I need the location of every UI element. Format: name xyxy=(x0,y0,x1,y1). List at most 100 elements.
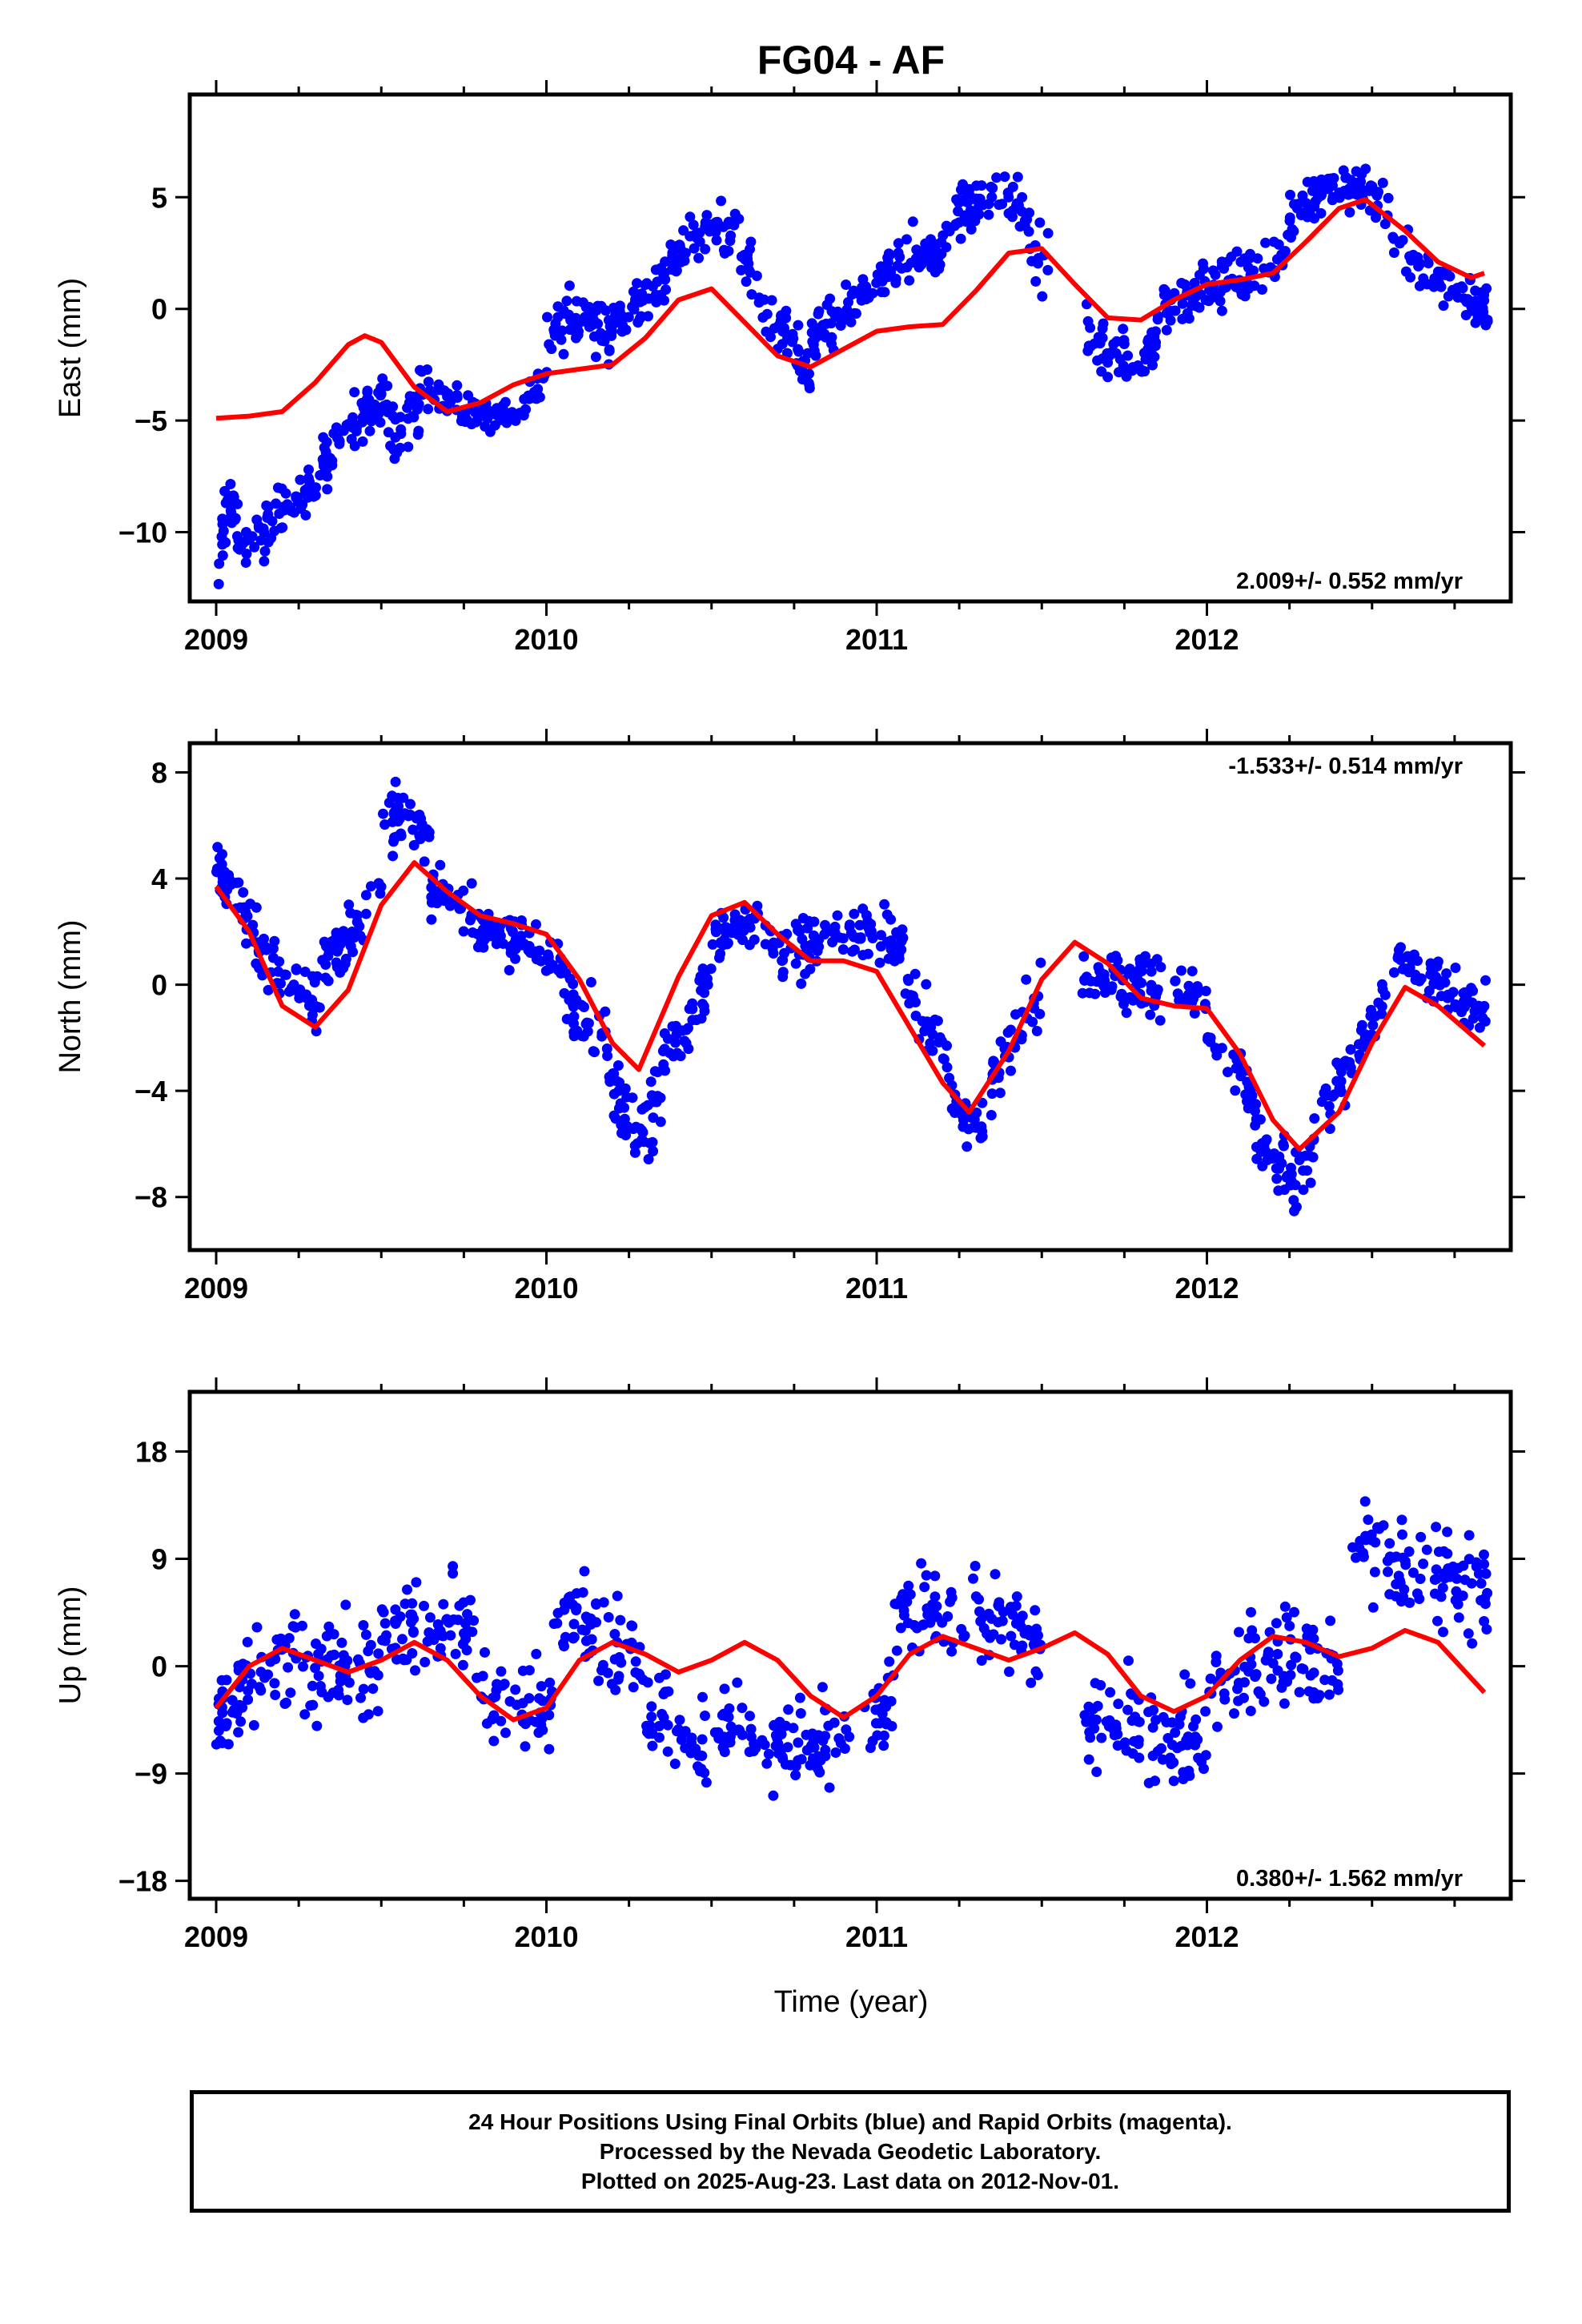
data-point xyxy=(1246,1659,1257,1670)
data-point xyxy=(1031,1026,1042,1036)
data-point xyxy=(688,219,699,231)
data-point xyxy=(797,913,809,923)
data-point xyxy=(1400,1559,1411,1570)
data-point xyxy=(642,1677,653,1688)
data-point xyxy=(1285,1670,1296,1681)
data-point xyxy=(1351,189,1363,200)
data-point xyxy=(1215,296,1226,307)
data-point xyxy=(1329,1089,1340,1100)
data-point xyxy=(983,209,994,220)
data-point xyxy=(596,1031,608,1042)
data-point xyxy=(213,1725,224,1736)
data-point xyxy=(875,261,886,272)
data-point xyxy=(777,1751,788,1763)
data-point xyxy=(482,413,493,424)
data-point xyxy=(338,963,349,974)
data-point xyxy=(1327,180,1338,191)
data-point xyxy=(1388,967,1399,978)
data-point xyxy=(385,440,396,452)
data-point xyxy=(241,535,252,546)
data-point xyxy=(1404,962,1415,973)
data-point xyxy=(269,525,280,537)
data-point xyxy=(387,410,398,421)
data-point xyxy=(683,1043,694,1055)
data-point xyxy=(987,183,998,194)
data-point xyxy=(362,387,373,398)
data-point xyxy=(217,550,228,561)
data-point xyxy=(568,1633,579,1644)
data-point xyxy=(311,971,323,982)
data-point xyxy=(1229,1708,1239,1719)
data-point xyxy=(365,881,376,892)
data-point xyxy=(289,1609,300,1620)
data-point xyxy=(1268,236,1279,247)
data-point xyxy=(596,335,608,346)
data-point xyxy=(1012,171,1023,183)
data-point xyxy=(1106,981,1118,992)
data-point xyxy=(1079,974,1090,985)
data-point xyxy=(897,924,908,935)
data-point xyxy=(307,1699,319,1711)
footer-line-1: 24 Hour Positions Using Final Orbits (bl… xyxy=(468,2109,1232,2134)
data-point xyxy=(885,943,897,955)
data-point xyxy=(241,549,252,560)
data-point xyxy=(1003,191,1014,203)
data-point xyxy=(211,866,223,878)
data-point xyxy=(679,1035,690,1047)
data-point xyxy=(1168,1757,1179,1768)
data-point xyxy=(628,304,640,315)
data-point xyxy=(1360,1530,1371,1542)
data-point xyxy=(974,194,986,204)
data-point xyxy=(629,1147,640,1158)
data-point xyxy=(579,1566,590,1577)
data-point xyxy=(1096,1732,1107,1743)
data-point xyxy=(895,1596,906,1607)
data-point xyxy=(531,954,542,965)
data-point xyxy=(1205,284,1216,296)
data-point xyxy=(1097,332,1108,344)
data-point xyxy=(591,1598,601,1609)
data-point xyxy=(365,1667,376,1679)
data-point xyxy=(1037,291,1048,302)
data-point xyxy=(1199,1763,1209,1775)
data-point xyxy=(340,953,351,964)
data-point xyxy=(413,399,424,410)
data-point xyxy=(1447,1566,1459,1578)
rate-label: 0.380+/- 1.562 mm/yr xyxy=(1236,1866,1463,1892)
data-point xyxy=(323,1621,335,1632)
data-point xyxy=(407,1598,418,1609)
data-point xyxy=(403,413,414,424)
data-point xyxy=(255,1685,267,1696)
data-point xyxy=(1017,191,1028,203)
data-point xyxy=(510,415,521,426)
data-point xyxy=(1433,1546,1444,1558)
data-point xyxy=(322,484,333,495)
data-point xyxy=(1274,1163,1284,1174)
east-panel: 2009 2010 2011 2012 −10 −5 0 5 East (mm) 2.009+/-… xyxy=(54,80,1525,656)
data-point xyxy=(571,1602,582,1614)
data-point xyxy=(700,1711,710,1721)
data-point xyxy=(240,911,251,923)
data-point xyxy=(1183,989,1195,1000)
data-point xyxy=(1178,1774,1189,1784)
data-point xyxy=(910,253,921,264)
data-point xyxy=(1134,963,1146,975)
data-point xyxy=(338,1650,349,1661)
data-point xyxy=(366,416,377,427)
data-point xyxy=(291,491,302,502)
data-point xyxy=(1466,301,1477,312)
data-point xyxy=(360,1629,371,1640)
data-point xyxy=(1315,190,1327,201)
data-point xyxy=(282,499,293,510)
data-point xyxy=(678,225,689,236)
data-point xyxy=(658,1712,669,1723)
data-point xyxy=(884,1656,895,1667)
data-point xyxy=(1407,249,1419,260)
data-point xyxy=(291,963,302,975)
data-point xyxy=(925,1038,936,1049)
data-point xyxy=(717,1710,728,1721)
data-point xyxy=(874,957,885,968)
data-point xyxy=(320,959,331,970)
data-point xyxy=(1289,1205,1299,1216)
data-point xyxy=(941,242,952,253)
